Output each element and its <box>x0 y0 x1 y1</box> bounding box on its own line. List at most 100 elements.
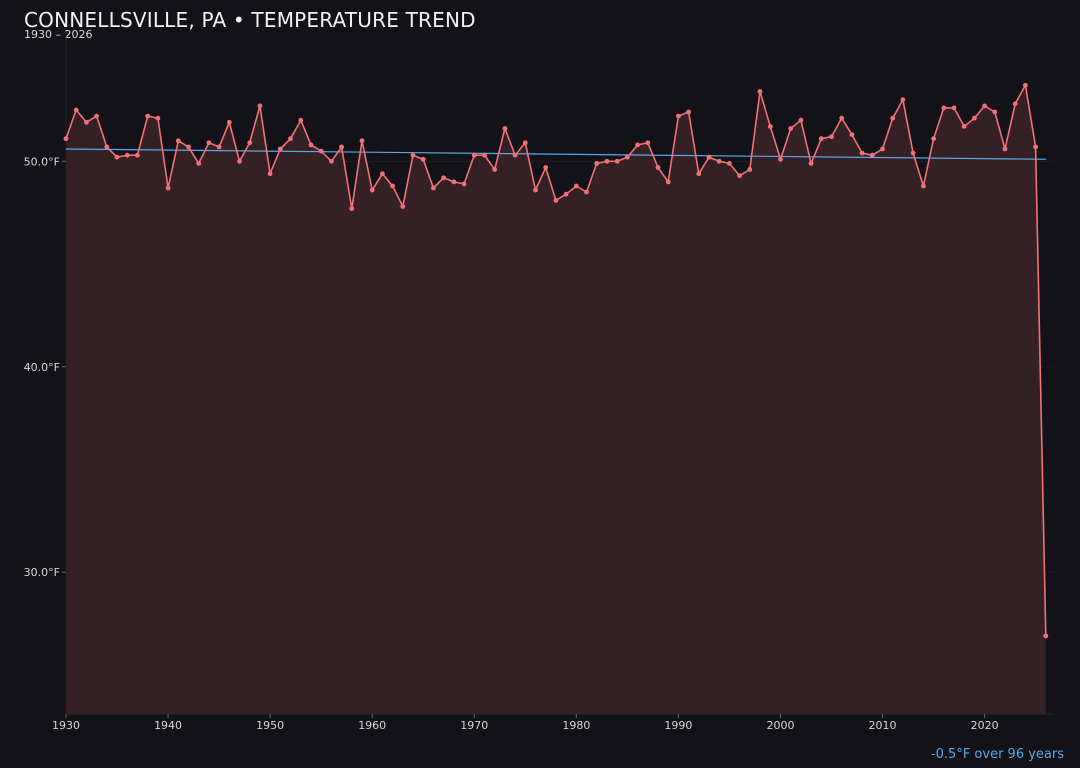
area-fill <box>66 85 1046 715</box>
data-point <box>829 134 834 140</box>
data-point <box>94 113 99 119</box>
data-point <box>767 124 773 129</box>
trend-layer <box>65 148 1046 160</box>
data-point <box>318 148 324 154</box>
data-point <box>451 179 457 185</box>
data-point <box>655 165 661 170</box>
data-point <box>645 140 651 146</box>
data-point <box>339 144 344 150</box>
data-point <box>329 158 334 164</box>
data-point <box>594 161 600 166</box>
data-point <box>584 189 589 195</box>
data-point <box>859 150 865 156</box>
data-point <box>359 138 365 144</box>
data-point <box>257 103 263 109</box>
data-point <box>553 198 559 203</box>
data-point <box>563 191 569 197</box>
data-point <box>869 152 875 158</box>
data-point <box>135 152 140 158</box>
data-point <box>196 161 202 166</box>
data-point <box>921 183 926 189</box>
data-point <box>522 140 528 146</box>
area-fill-layer <box>66 85 1046 715</box>
data-point <box>124 152 130 158</box>
data-point <box>1043 633 1049 639</box>
data-point <box>380 171 385 177</box>
data-point <box>798 117 804 123</box>
data-point <box>1012 101 1018 107</box>
data-point <box>349 206 355 212</box>
data-point <box>390 183 395 189</box>
axis-layer: 30.0°F 40.0°F 50.0°F 1930 1940 1950 1960 1970 19… <box>24 155 999 732</box>
x-tick-label: 1970 <box>460 719 488 732</box>
data-point <box>175 138 181 144</box>
data-point <box>165 185 171 191</box>
data-point <box>431 185 436 191</box>
data-point <box>216 144 222 150</box>
data-point <box>788 126 794 131</box>
data-point <box>931 136 936 142</box>
x-tick-label: 1930 <box>52 719 80 732</box>
data-point <box>706 154 712 160</box>
data-point <box>247 140 253 146</box>
x-tick-label: 2000 <box>766 719 794 732</box>
data-point <box>471 152 477 158</box>
data-point <box>890 115 896 121</box>
data-point <box>604 158 610 164</box>
x-tick-label: 2010 <box>869 719 897 732</box>
data-point <box>400 204 406 209</box>
data-point <box>155 115 161 121</box>
data-point <box>186 144 191 150</box>
data-point <box>818 136 824 142</box>
data-point <box>951 105 957 111</box>
data-point <box>63 136 69 142</box>
data-point <box>369 187 375 193</box>
y-tick-label: 40.0°F <box>24 361 60 374</box>
chart-subtitle: 1930 – 2026 <box>24 28 93 41</box>
data-point <box>614 158 620 164</box>
x-tick-label: 1980 <box>562 719 590 732</box>
points-layer <box>63 82 1049 639</box>
data-point <box>206 140 212 146</box>
data-point <box>114 154 120 160</box>
data-point <box>982 103 987 109</box>
data-point <box>737 173 742 179</box>
data-point <box>961 124 967 129</box>
data-point <box>420 156 426 162</box>
data-point <box>778 156 783 162</box>
x-tick-label: 1990 <box>664 719 692 732</box>
data-point <box>308 142 314 148</box>
y-tick-label: 30.0°F <box>24 566 60 579</box>
data-point <box>910 150 916 156</box>
data-point <box>298 117 304 123</box>
data-point <box>104 144 110 150</box>
data-point <box>1002 146 1008 152</box>
data-point <box>492 167 498 172</box>
data-point <box>73 107 79 113</box>
data-point <box>625 154 630 160</box>
data-point <box>226 119 232 125</box>
data-point <box>808 161 814 166</box>
trend-annotation: -0.5°F over 96 years <box>930 747 1064 762</box>
y-tick-label: 50.0°F <box>24 155 60 168</box>
data-point <box>686 109 691 115</box>
data-point <box>533 187 538 193</box>
x-tick-label: 2020 <box>971 719 999 732</box>
data-point <box>992 109 998 115</box>
data-point <box>839 115 845 121</box>
data-point <box>747 167 753 172</box>
data-point <box>410 152 416 158</box>
data-point <box>461 181 467 187</box>
data-point <box>277 146 283 152</box>
data-point <box>849 132 855 138</box>
data-point <box>900 97 906 103</box>
data-point <box>573 183 579 189</box>
data-point <box>288 136 293 142</box>
trend-line <box>65 148 1046 160</box>
data-point <box>237 158 242 164</box>
data-point <box>727 161 732 166</box>
data-point <box>543 165 549 170</box>
data-point <box>665 179 671 185</box>
data-point <box>1023 82 1028 88</box>
